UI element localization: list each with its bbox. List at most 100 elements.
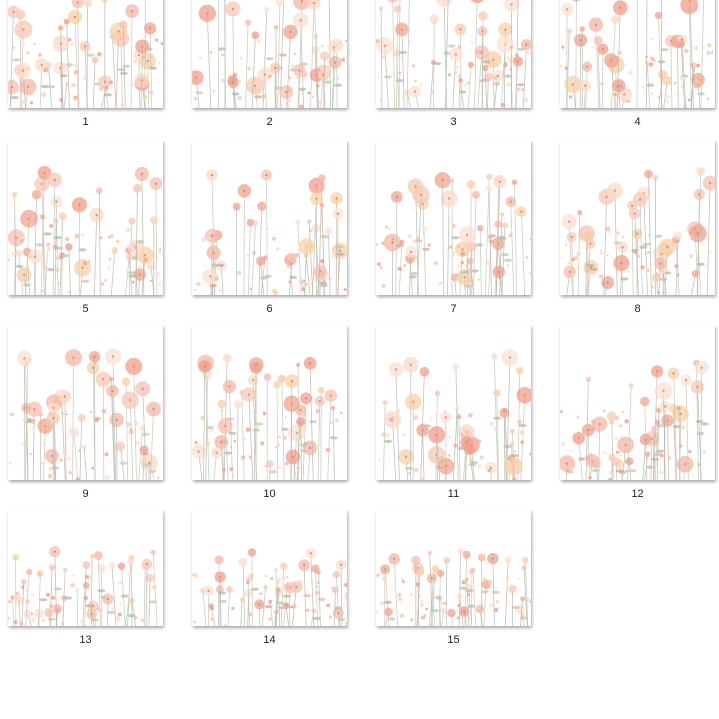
file-name[interactable]: 11 <box>447 488 460 500</box>
file-name[interactable]: 3 <box>450 116 457 128</box>
blossom <box>246 218 255 227</box>
bud <box>104 475 110 480</box>
bud <box>666 101 669 104</box>
bud <box>299 104 304 108</box>
file-name[interactable]: 12 <box>631 488 644 500</box>
file-name[interactable]: 15 <box>447 634 460 646</box>
stem <box>328 0 332 108</box>
stem <box>488 188 492 295</box>
bud <box>427 602 430 605</box>
bud <box>614 437 618 441</box>
image-thumbnail[interactable] <box>192 325 347 480</box>
blossom-center <box>215 451 218 454</box>
file-name[interactable]: 4 <box>634 116 641 128</box>
bud <box>218 288 222 292</box>
image-thumbnail[interactable] <box>376 140 531 295</box>
image-thumbnail[interactable] <box>376 510 531 626</box>
blossom <box>75 587 80 592</box>
blossom-center <box>688 0 691 3</box>
file-name[interactable]: 5 <box>82 303 89 315</box>
flower-illustration <box>376 547 531 626</box>
blossom-center <box>334 61 337 64</box>
file-name[interactable]: 8 <box>634 303 641 315</box>
bud <box>681 425 686 430</box>
bud <box>224 624 227 626</box>
image-thumbnail[interactable] <box>192 140 347 295</box>
stem <box>286 31 291 108</box>
bud <box>460 260 465 265</box>
file-name[interactable]: 9 <box>82 488 89 500</box>
bud <box>616 231 620 235</box>
bud <box>658 469 664 475</box>
bud <box>615 76 619 81</box>
blossom <box>443 557 450 564</box>
image-thumbnail[interactable] <box>192 510 347 626</box>
stem <box>42 216 45 295</box>
bud <box>648 62 654 67</box>
image-thumbnail[interactable] <box>8 0 163 108</box>
file-name[interactable]: 7 <box>450 303 457 315</box>
bud <box>47 473 53 479</box>
image-thumbnail[interactable] <box>560 140 715 295</box>
bud <box>249 410 253 414</box>
blossom <box>307 0 321 10</box>
blossom-center <box>148 27 152 30</box>
bud <box>465 447 468 450</box>
blossom <box>415 567 425 577</box>
image-thumbnail[interactable] <box>376 0 531 108</box>
blossom <box>515 366 524 375</box>
bud <box>381 283 386 288</box>
bud <box>20 239 24 243</box>
stem <box>459 29 462 108</box>
blossom-center <box>435 433 438 436</box>
file-name[interactable]: 14 <box>263 634 276 646</box>
blossom-center <box>152 407 155 411</box>
bud <box>154 37 159 43</box>
blossom-center <box>206 12 209 15</box>
blossom <box>488 239 494 244</box>
stem <box>445 0 449 108</box>
stem <box>21 581 25 626</box>
image-thumbnail[interactable] <box>560 325 715 480</box>
bud <box>30 101 34 105</box>
leaf <box>639 245 648 249</box>
bud <box>231 606 235 611</box>
image-thumbnail[interactable] <box>560 0 715 108</box>
blossom <box>319 51 330 61</box>
bud <box>247 66 252 71</box>
bud <box>149 279 153 282</box>
image-thumbnail[interactable] <box>8 325 163 480</box>
stem <box>112 391 116 480</box>
blossom-center <box>219 440 223 444</box>
bud <box>433 63 435 66</box>
blossom <box>612 457 622 467</box>
blossom-center <box>459 28 462 31</box>
stem <box>152 552 158 626</box>
blossom <box>121 377 131 387</box>
file-name[interactable]: 6 <box>266 303 273 315</box>
leaf <box>672 425 681 429</box>
bud <box>517 578 520 580</box>
image-thumbnail[interactable] <box>8 140 163 295</box>
image-thumbnail[interactable] <box>192 0 347 108</box>
blossom-center <box>393 557 396 561</box>
file-name[interactable]: 2 <box>266 116 273 128</box>
blossom-center <box>117 30 120 33</box>
file-name[interactable]: 10 <box>263 488 276 500</box>
file-name[interactable]: 13 <box>79 634 92 646</box>
bud <box>141 462 146 467</box>
bud <box>143 257 148 263</box>
blossom <box>509 428 515 434</box>
bud <box>709 250 712 253</box>
image-thumbnail[interactable] <box>8 510 163 626</box>
stem <box>523 567 528 626</box>
file-name[interactable]: 1 <box>82 116 89 128</box>
stem <box>143 566 146 626</box>
bud <box>398 266 403 271</box>
bud <box>288 76 292 80</box>
blossom <box>95 187 103 195</box>
leaf <box>43 232 52 236</box>
bud <box>462 270 465 273</box>
bud <box>49 223 54 229</box>
image-thumbnail[interactable] <box>376 325 531 480</box>
